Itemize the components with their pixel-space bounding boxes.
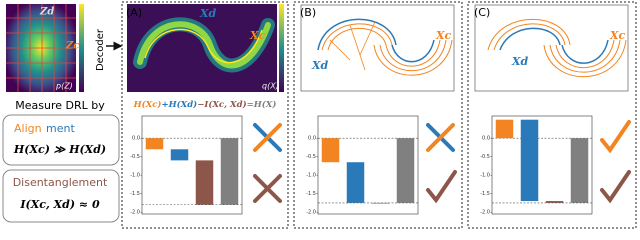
equation: H(Xc)+H(Xd)−I(Xc, Xd)=H(X): [133, 99, 277, 110]
panel-b-image: [300, 4, 455, 92]
panel-label: (A): [126, 6, 142, 19]
disentanglement-box: [2, 169, 120, 223]
equation-term: +H(Xd): [161, 99, 197, 110]
image-label: Xc: [249, 29, 266, 42]
y-tick-label: -1.0: [130, 173, 140, 179]
decoder-label: Decoder: [95, 28, 106, 71]
plot-frame: [317, 115, 419, 215]
image-label: Xc: [609, 29, 626, 42]
image-label: q(X): [262, 82, 279, 91]
bar: [195, 160, 214, 205]
disentanglement-formula: I(Xc, Xd) ≈ 0: [19, 198, 100, 211]
alignment-box: [2, 114, 120, 166]
figure: Zd Zc p(Z) Decoder Measure DRL by Align …: [2, 1, 637, 229]
disentanglement-word: Disentanglement: [13, 176, 108, 189]
zd-label: Zd: [39, 7, 54, 18]
panel-a-image: [127, 4, 284, 92]
panel-label: (B): [300, 6, 316, 19]
bar: [520, 119, 539, 202]
y-tick-label: -2.0: [480, 210, 490, 216]
equation-term: H(Xc): [133, 99, 162, 110]
y-tick-label: -1.0: [480, 173, 490, 179]
equation-term: =H(X): [247, 99, 277, 110]
y-tick-label: -0.5: [306, 154, 316, 160]
panel-frame: [467, 1, 637, 229]
y-tick-label: 0.0: [132, 136, 140, 142]
alignment-word: Align: [14, 122, 42, 135]
y-tick-label: -1.5: [480, 191, 490, 197]
y-tick-label: -0.5: [130, 154, 140, 160]
bar: [145, 138, 164, 150]
equation-term: −I(Xc, Xd): [197, 99, 246, 110]
bar: [371, 202, 390, 204]
plot-frame: [491, 115, 593, 215]
image-label: Xc: [435, 29, 452, 42]
image-label: Xd: [511, 55, 529, 68]
alignment-word: ment: [46, 122, 75, 135]
prior-label: p(Z): [55, 82, 73, 91]
panel-label: (C): [474, 6, 490, 19]
y-tick-label: -2.0: [130, 210, 140, 216]
image-label: Xd: [199, 7, 217, 20]
zc-label: Zc: [65, 41, 79, 52]
panel-frame: [293, 1, 463, 229]
y-tick-label: -1.0: [306, 173, 316, 179]
y-tick-label: -0.5: [480, 154, 490, 160]
y-tick-label: -2.0: [306, 210, 316, 216]
bar: [170, 149, 189, 161]
bar: [570, 138, 589, 203]
bar: [346, 162, 365, 203]
verdict-icons: [253, 120, 631, 204]
alignment-formula: H(Xc) ≫ H(Xd): [13, 143, 106, 156]
bar: [220, 138, 239, 205]
panel-c-image: [474, 4, 629, 92]
prior-heatmap: [6, 4, 84, 92]
bar: [396, 138, 415, 203]
measure-title: Measure DRL by: [15, 99, 105, 112]
bar: [495, 119, 514, 139]
plot-frame: [141, 115, 243, 215]
image-label: Xd: [311, 59, 329, 72]
bar: [545, 201, 564, 203]
y-tick-label: -1.5: [306, 191, 316, 197]
y-tick-label: 0.0: [308, 136, 316, 142]
y-tick-label: -1.5: [130, 191, 140, 197]
y-tick-label: 0.0: [482, 136, 490, 142]
bar: [321, 138, 340, 163]
